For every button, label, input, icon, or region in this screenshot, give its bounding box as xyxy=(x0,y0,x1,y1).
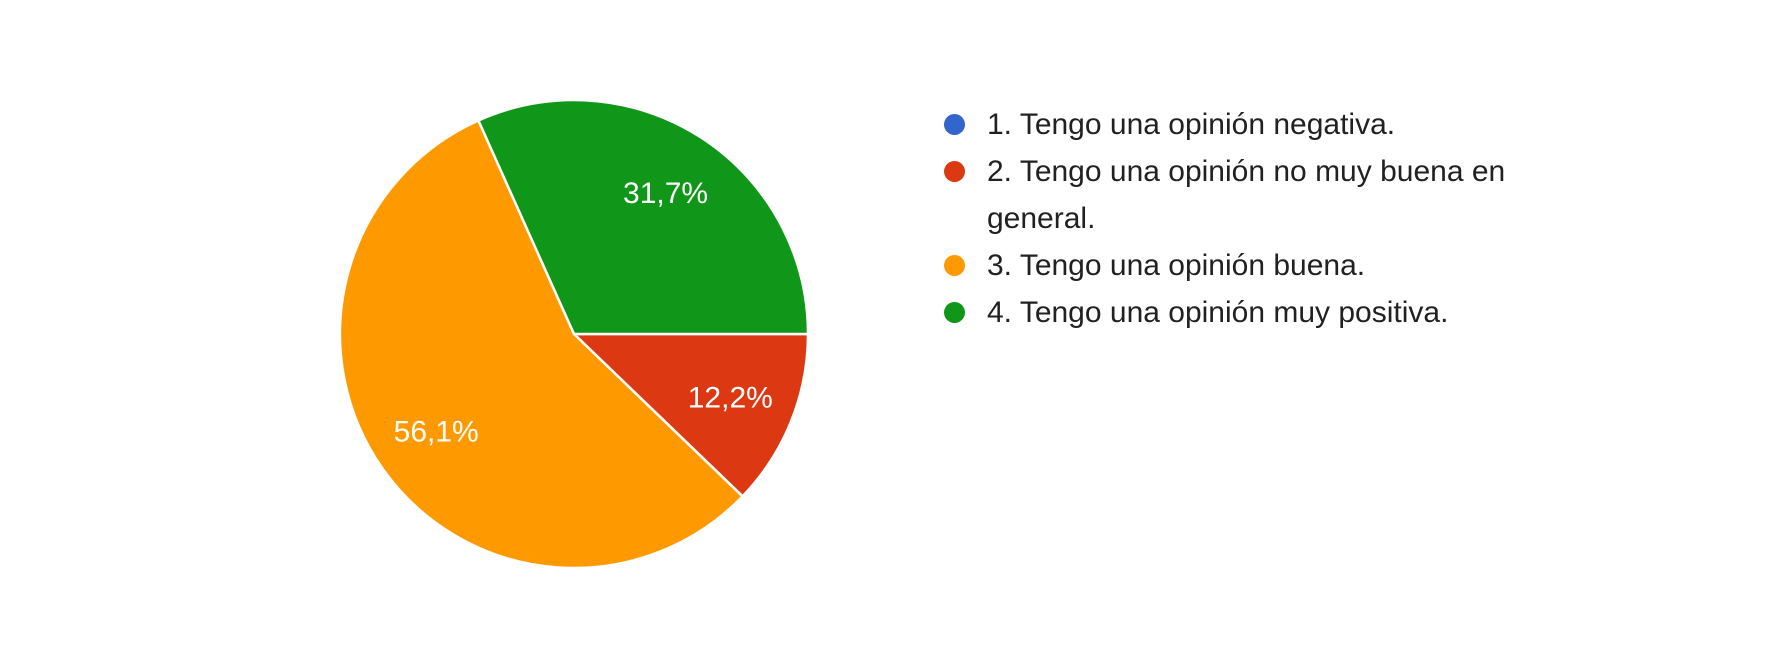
pie-slice-4[interactable] xyxy=(477,98,810,336)
legend-swatch-circle-icon xyxy=(944,114,965,135)
legend-item-label: 1. Tengo una opinión negativa. xyxy=(987,108,1396,141)
pie-slice-percentage-label: 31,7% xyxy=(623,177,708,210)
legend-item-label: 2. Tengo una opinión no muy buena en gen… xyxy=(987,155,1506,235)
pie-slice-percentage-label: 56,1% xyxy=(394,415,479,448)
legend-item-label: 4. Tengo una opinión muy positiva. xyxy=(987,296,1449,329)
legend-swatch-circle-icon xyxy=(944,161,965,182)
legend-swatch-circle-icon xyxy=(944,302,965,323)
legend-item-4: 4. Tengo una opinión muy positiva. xyxy=(944,289,1544,336)
legend-item-3: 3. Tengo una opinión buena. xyxy=(944,242,1544,289)
legend-item-1: 1. Tengo una opinión negativa. xyxy=(944,101,1544,148)
legend-item-2: 2. Tengo una opinión no muy buena en gen… xyxy=(944,148,1544,242)
legend-swatch-circle-icon xyxy=(944,255,965,276)
pie-slice-2[interactable] xyxy=(572,332,810,498)
pie-slice-percentage-label: 12,2% xyxy=(688,382,773,415)
pie-slice-3[interactable] xyxy=(338,119,744,570)
legend-item-label: 3. Tengo una opinión buena. xyxy=(987,249,1366,282)
chart-legend: 1. Tengo una opinión negativa. 2. Tengo u… xyxy=(944,101,1544,336)
